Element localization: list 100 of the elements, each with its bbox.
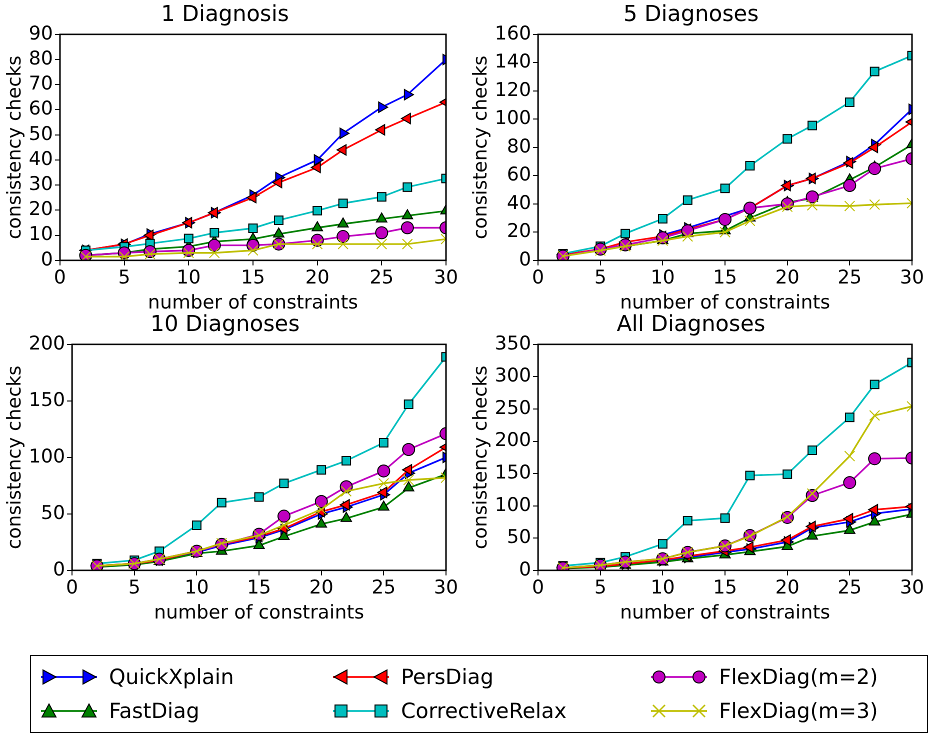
point — [806, 520, 816, 532]
point — [806, 200, 818, 211]
point — [682, 516, 692, 526]
x-axis-title: number of constraints — [620, 292, 830, 314]
point — [375, 226, 388, 240]
x-axis-title: number of constraints — [620, 602, 830, 624]
point — [377, 464, 390, 478]
point — [843, 179, 856, 192]
point — [402, 238, 413, 250]
point — [682, 230, 694, 242]
point — [808, 446, 818, 456]
point — [780, 180, 791, 192]
y-tick-label: 100 — [494, 107, 532, 130]
point — [312, 238, 323, 250]
point — [808, 120, 818, 130]
point — [118, 251, 130, 260]
point — [278, 530, 290, 540]
point — [402, 182, 412, 192]
x-tick-label: 20 — [775, 576, 800, 599]
point — [844, 450, 856, 462]
y-tick-label: 30 — [28, 173, 53, 196]
x-tick-label: 15 — [712, 266, 738, 289]
point — [720, 226, 730, 238]
point — [272, 176, 282, 188]
y-tick-label: 0 — [518, 558, 532, 580]
point — [806, 530, 818, 540]
point — [843, 513, 854, 524]
x-tick-label: 20 — [305, 266, 330, 289]
y-tick-label: 200 — [494, 429, 532, 452]
y-tick-label: 90 — [28, 22, 53, 44]
y-tick-label: 70 — [28, 72, 53, 95]
chart-title: 10 Diagnoses — [150, 312, 300, 337]
point — [316, 465, 326, 475]
y-tick-label: 100 — [28, 445, 66, 468]
point — [745, 161, 755, 171]
point — [183, 247, 194, 258]
x-tick-label: 30 — [434, 576, 458, 599]
y-axis-title: consistency checks — [469, 56, 492, 240]
point — [868, 515, 880, 526]
point — [720, 184, 730, 194]
x-tick-label: 5 — [118, 266, 130, 289]
point — [718, 212, 732, 226]
legend-label: QuickXplain — [109, 665, 234, 689]
point — [844, 412, 854, 422]
point — [312, 221, 324, 232]
point — [403, 474, 414, 486]
x-tick-label: 30 — [900, 576, 924, 599]
point — [402, 209, 414, 220]
point — [743, 541, 754, 553]
point — [254, 492, 264, 502]
y-tick-label: 150 — [28, 388, 66, 411]
x-axis-title: number of constraints — [148, 292, 358, 314]
y-tick-label: 40 — [28, 148, 53, 170]
point — [806, 172, 816, 184]
point — [745, 470, 755, 480]
point — [208, 247, 220, 258]
y-tick-label: 10 — [28, 223, 53, 246]
y-tick-label: 50 — [506, 526, 532, 548]
point — [868, 452, 882, 466]
point — [620, 228, 630, 238]
y-tick-label: 150 — [494, 461, 532, 484]
chart-title: All Diagnoses — [616, 312, 766, 337]
y-tick-label: 100 — [494, 494, 532, 516]
point — [843, 476, 856, 490]
point — [80, 251, 92, 260]
point — [720, 513, 730, 523]
x-tick-label: 15 — [246, 576, 272, 599]
y-tick-label: 120 — [494, 78, 532, 101]
point — [338, 198, 348, 208]
point — [314, 154, 324, 166]
point — [870, 380, 880, 390]
point — [404, 88, 414, 100]
point — [248, 224, 258, 233]
x-tick-label: 10 — [184, 576, 209, 599]
y-tick-label: 0 — [52, 558, 66, 580]
y-tick-label: 80 — [28, 47, 53, 70]
point — [375, 124, 386, 136]
y-axis-title: consistency checks — [3, 56, 26, 240]
legend-label: FastDiag — [109, 699, 200, 723]
point — [868, 162, 882, 176]
y-tick-label: 60 — [28, 98, 53, 120]
point — [376, 192, 386, 202]
x-tick-label: 15 — [240, 266, 266, 289]
point — [340, 512, 352, 522]
point — [404, 400, 414, 410]
point — [376, 238, 388, 250]
point — [378, 500, 390, 511]
point — [743, 202, 756, 215]
point — [844, 524, 856, 534]
point — [274, 215, 284, 225]
point — [378, 438, 388, 448]
y-tick-label: 160 — [494, 22, 532, 44]
x-tick-label: 5 — [594, 576, 606, 599]
point — [844, 97, 854, 107]
point — [277, 510, 290, 523]
y-tick-label: 40 — [506, 192, 532, 214]
y-tick-label: 350 — [494, 332, 532, 354]
point — [782, 469, 792, 479]
x-tick-label: 20 — [309, 576, 334, 599]
y-tick-label: 50 — [28, 122, 53, 145]
